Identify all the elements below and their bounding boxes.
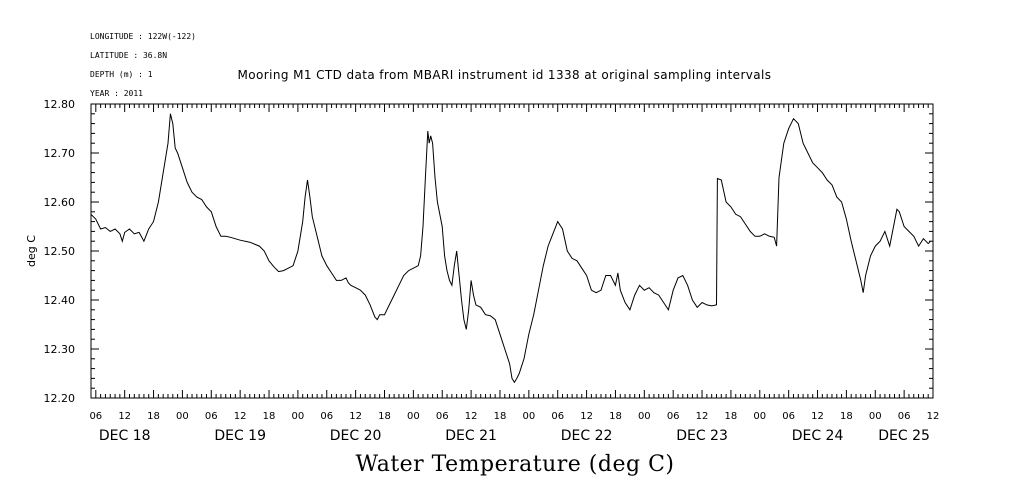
x-tick-label: 18 <box>609 411 622 422</box>
x-tick-label: 18 <box>147 411 160 422</box>
longitude-label: LONGITUDE : 122W(-122) <box>90 31 196 41</box>
y-tick-label: 12.70 <box>44 147 76 160</box>
x-tick-label: 00 <box>292 411 305 422</box>
x-tick-label: 06 <box>898 411 911 422</box>
x-axis-title: Water Temperature (deg C) <box>355 452 675 477</box>
day-label: DEC 21 <box>445 428 497 444</box>
plot-frame <box>90 103 934 399</box>
x-tick-label: 12 <box>234 411 247 422</box>
x-tick-label: 12 <box>927 411 940 422</box>
x-tick-label: 00 <box>753 411 766 422</box>
x-tick-label: 18 <box>840 411 853 422</box>
metadata-block: LONGITUDE : 122W(-122) LATITUDE : 36.8N … <box>90 22 196 108</box>
x-tick-label: 06 <box>320 411 333 422</box>
x-tick-label: 06 <box>782 411 795 422</box>
x-tick-label: 00 <box>522 411 535 422</box>
x-tick-label: 12 <box>696 411 709 422</box>
day-label: DEC 19 <box>214 428 266 444</box>
x-tick-label: 00 <box>407 411 420 422</box>
x-tick-label: 00 <box>638 411 651 422</box>
day-label: DEC 24 <box>792 428 844 444</box>
x-tick-label: 18 <box>263 411 276 422</box>
x-tick-label: 18 <box>378 411 391 422</box>
x-tick-label: 06 <box>436 411 449 422</box>
y-tick-label: 12.80 <box>44 98 76 111</box>
day-label: DEC 23 <box>676 428 728 444</box>
chart-title: Mooring M1 CTD data from MBARI instrumen… <box>237 68 772 82</box>
day-label: DEC 20 <box>330 428 382 444</box>
x-tick-label: 18 <box>494 411 507 422</box>
x-tick-label: 06 <box>205 411 218 422</box>
day-label: DEC 25 <box>878 428 930 444</box>
y-tick-label: 12.40 <box>44 294 76 307</box>
latitude-label: LATITUDE : 36.8N <box>90 50 168 60</box>
day-label: DEC 18 <box>99 428 151 444</box>
y-tick-label: 12.20 <box>44 392 76 405</box>
y-tick-label: 12.30 <box>44 343 76 356</box>
y-tick-label: 12.50 <box>44 245 76 258</box>
x-axis-ticks: 06 12 18 00 06 12 18 00 06 12 18 00 06 12 18 00 06 12 18 00… <box>89 104 939 444</box>
depth-label: DEPTH (m) : 1 <box>90 69 153 79</box>
x-tick-label: 00 <box>869 411 882 422</box>
x-tick-label: 06 <box>89 411 102 422</box>
x-tick-label: 06 <box>551 411 564 422</box>
series-layer <box>90 113 931 384</box>
x-tick-label: 12 <box>118 411 131 422</box>
x-tick-label: 12 <box>465 411 478 422</box>
day-label: DEC 22 <box>561 428 613 444</box>
x-tick-label: 12 <box>811 411 824 422</box>
year-label: YEAR : 2011 <box>90 88 143 98</box>
y-axis-ticks: 12.20 12.30 12.40 12.50 12.60 12.70 12.80 <box>44 98 933 405</box>
x-tick-label: 12 <box>580 411 593 422</box>
x-tick-label: 12 <box>349 411 362 422</box>
x-tick-label: 18 <box>725 411 738 422</box>
y-tick-label: 12.60 <box>44 196 76 209</box>
temperature-series-line <box>90 113 931 384</box>
y-axis-label: deg C <box>25 235 38 267</box>
x-tick-label: 06 <box>667 411 680 422</box>
x-tick-label: 00 <box>176 411 189 422</box>
